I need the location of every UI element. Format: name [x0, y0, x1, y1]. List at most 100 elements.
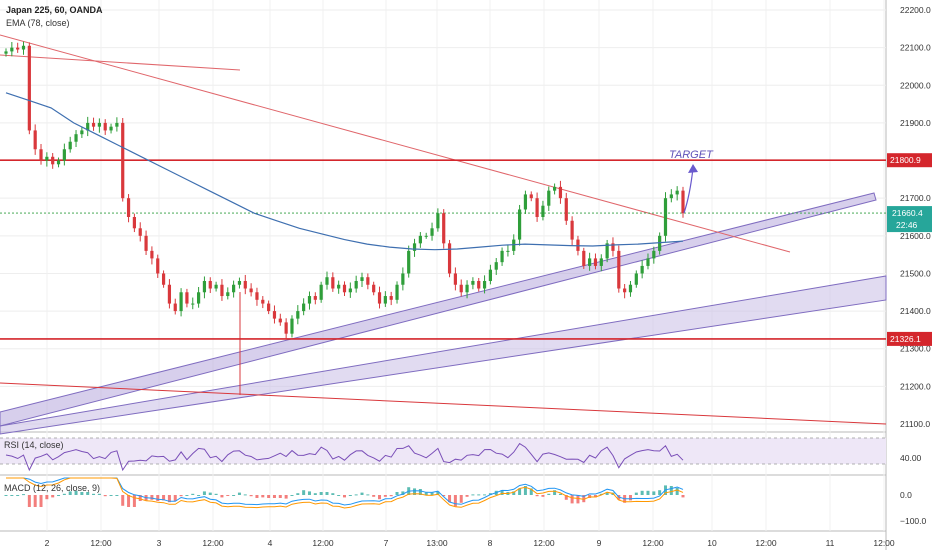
candle-body [214, 284, 218, 289]
level-price-label: 21800.9 [890, 155, 921, 165]
macd-histogram-bar [378, 495, 382, 500]
y-tick-label: 21900.0 [900, 118, 931, 128]
macd-signal-line [6, 477, 684, 509]
macd-histogram-bar [4, 495, 8, 496]
macd-histogram-bar [68, 491, 72, 495]
x-tick-label: 12:00 [873, 538, 895, 548]
macd-histogram-bar [132, 495, 136, 507]
x-tick-label: 12:00 [533, 538, 555, 548]
macd-histogram-bar [448, 495, 452, 503]
macd-histogram-bar [418, 489, 422, 495]
macd-histogram-bar [354, 494, 358, 496]
candle-body [237, 280, 242, 285]
candle-body [307, 296, 312, 304]
macd-histogram-bar [471, 494, 475, 496]
candle-body [261, 299, 265, 304]
candle-body [313, 296, 317, 300]
level-price-box [887, 331, 932, 346]
x-tick-label: 10 [707, 538, 717, 548]
macd-histogram-bar [284, 495, 288, 499]
y-tick-label: 21500.0 [900, 268, 931, 278]
upper-channel-band [0, 192, 877, 427]
macd-histogram-bar [483, 494, 487, 496]
macd-histogram-bar [564, 495, 568, 500]
macd-histogram-bar [319, 492, 323, 495]
candle-body [202, 280, 207, 293]
candle-body [337, 284, 341, 289]
macd-histogram-bar [558, 493, 562, 495]
macd-histogram-bar [162, 495, 166, 501]
x-tick-label: 11 [826, 538, 835, 548]
candle-body [226, 292, 230, 297]
candle-body [418, 235, 422, 244]
candle-body [529, 194, 533, 199]
candle-body [564, 198, 568, 221]
candle-body [611, 243, 615, 251]
macd-histogram-bar [267, 495, 271, 498]
macd-histogram-bar [302, 490, 306, 495]
x-tick-label: 12:00 [202, 538, 224, 548]
candle-body [471, 280, 475, 285]
candle-body [208, 280, 212, 289]
macd-histogram-bar [272, 495, 276, 498]
macd-histogram-bar [413, 488, 417, 495]
lower-trend-line [0, 382, 887, 425]
x-tick-label: 13:00 [426, 538, 448, 548]
candle-body [150, 250, 154, 259]
candle-body [652, 250, 656, 259]
macd-histogram-bar [109, 495, 113, 496]
candle-body [144, 235, 148, 251]
macd-histogram-bar [529, 488, 533, 495]
macd-line [6, 477, 684, 506]
macd-histogram-bar [599, 493, 603, 495]
macd-histogram-bar [167, 495, 171, 503]
candle-body [354, 280, 358, 289]
y-tick-label: 22100.0 [900, 43, 931, 53]
macd-tick-label: −100.0 [900, 516, 927, 526]
macd-histogram-bar [278, 495, 282, 498]
macd-histogram-bar [249, 495, 253, 497]
macd-histogram-bar [343, 495, 346, 498]
candle-body [675, 190, 679, 195]
macd-histogram-bar [593, 495, 597, 498]
candle-body [121, 122, 125, 199]
candle-body [488, 269, 493, 281]
target-arrowhead [688, 164, 698, 173]
candle-body [91, 122, 96, 127]
macd-histogram-bar [138, 495, 142, 501]
macd-histogram-bar [10, 495, 14, 496]
y-tick-label: 21600.0 [900, 231, 931, 241]
macd-histogram-bar [226, 495, 230, 496]
candle-body [517, 209, 522, 240]
macd-histogram-bar [214, 493, 218, 495]
candle-body [582, 250, 586, 266]
lower-channel-band [0, 275, 887, 435]
x-tick-label: 8 [488, 538, 493, 548]
candle-body [39, 149, 43, 161]
candle-body [605, 243, 609, 259]
rsi-tick-label: 40.00 [900, 453, 922, 463]
candle-body [383, 296, 387, 304]
candle-body [290, 318, 294, 334]
macd-histogram-bar [197, 495, 201, 496]
short-trend-line [0, 54, 241, 71]
candle-body [56, 160, 61, 165]
candle-body [523, 194, 528, 210]
macd-histogram-bar [27, 495, 31, 507]
macd-histogram-bar [477, 494, 481, 496]
x-tick-label: 12:00 [90, 538, 112, 548]
macd-histogram-bar [640, 490, 644, 495]
candle-body [173, 303, 177, 312]
macd-histogram-bar [383, 495, 387, 497]
candle-body [366, 277, 370, 285]
macd-histogram-bar [500, 490, 504, 495]
candle-body [319, 284, 323, 300]
candle-body [325, 277, 329, 285]
candle-body [494, 262, 498, 270]
candle-body [4, 51, 8, 54]
candle-body [45, 156, 49, 161]
macd-histogram-bar [97, 493, 101, 495]
current-price-label: 21660.4 [892, 208, 923, 218]
